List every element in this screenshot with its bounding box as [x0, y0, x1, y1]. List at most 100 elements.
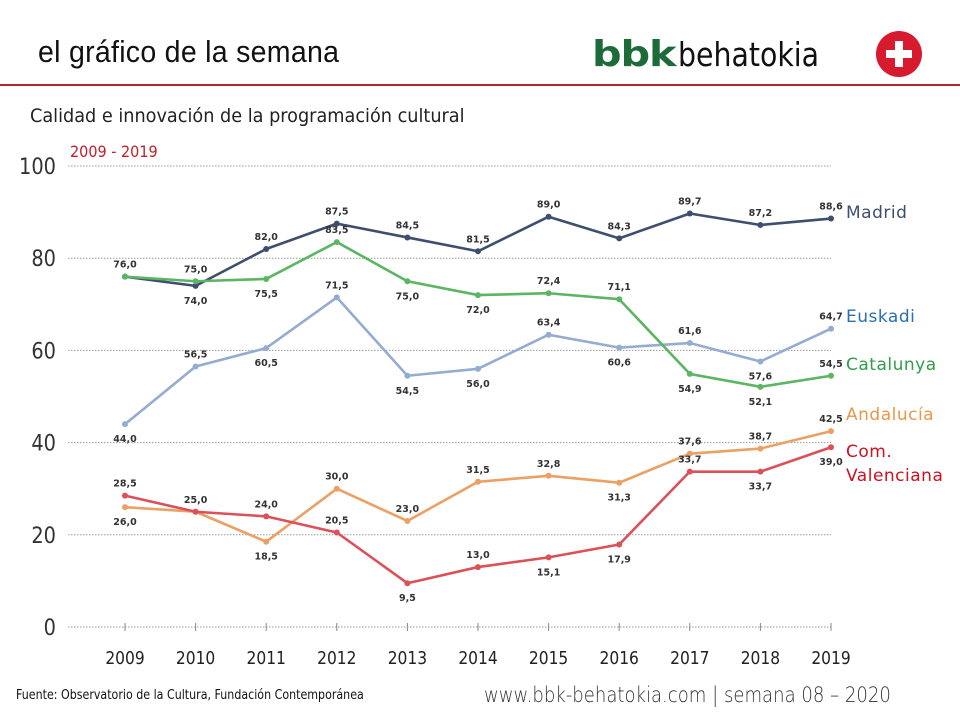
- gridlines: [68, 165, 831, 628]
- data-labels: 76,0 74,0 82,0 87,5 84,5 81,5 89,0 84,3 89,7 87,2…: [113, 196, 843, 604]
- data-point: [757, 468, 764, 475]
- data-point: [828, 372, 834, 379]
- header-divider: [0, 84, 960, 86]
- data-point: [192, 278, 199, 285]
- data-label: 89,0: [537, 200, 561, 211]
- data-label: 54,5: [396, 386, 419, 397]
- data-point: [192, 508, 199, 515]
- data-label: 38,7: [749, 432, 772, 443]
- chart-subtitle: 2009 - 2019: [70, 142, 158, 161]
- data-point: [404, 580, 411, 587]
- x-tick-label: 2011: [247, 647, 286, 668]
- data-point: [122, 273, 128, 280]
- data-point: [757, 383, 764, 390]
- legend-label: Catalunya: [846, 355, 937, 375]
- data-label: 71,1: [607, 282, 630, 293]
- data-point: [263, 275, 270, 282]
- data-point: [404, 278, 411, 285]
- data-point: [475, 365, 481, 372]
- data-point: [545, 554, 552, 561]
- y-tick-label: 100: [19, 154, 56, 179]
- data-label: 61,6: [678, 326, 702, 337]
- data-point: [122, 421, 128, 428]
- logo-name: behatokia: [678, 34, 820, 74]
- y-tick-label: 80: [31, 246, 56, 271]
- data-label: 71,5: [325, 280, 348, 291]
- data-label: 17,9: [607, 554, 630, 565]
- page-title: el gráfico de la semana: [38, 34, 340, 69]
- data-label: 76,0: [113, 260, 137, 271]
- data-label: 63,4: [537, 318, 561, 329]
- x-tick-label: 2018: [741, 647, 780, 668]
- data-point: [404, 517, 411, 524]
- data-label: 9,5: [399, 593, 416, 604]
- data-point: [686, 468, 693, 475]
- legend-label: Madrid: [846, 203, 907, 223]
- data-label: 75,0: [184, 264, 208, 275]
- data-label: 75,0: [396, 291, 420, 302]
- data-point: [192, 282, 199, 289]
- data-point: [616, 235, 623, 242]
- data-point: [333, 294, 340, 301]
- data-label: 24,0: [254, 499, 278, 510]
- data-label: 57,6: [749, 371, 773, 382]
- x-tick-label: 2015: [529, 647, 568, 668]
- data-label: 28,5: [113, 479, 136, 490]
- data-point: [333, 220, 340, 227]
- x-tick-label: 2013: [388, 647, 427, 668]
- plus-circle-icon: [876, 31, 922, 77]
- data-point: [686, 450, 693, 457]
- legend-label: Com.: [846, 442, 892, 462]
- data-label: 31,3: [607, 493, 630, 504]
- data-point: [263, 513, 270, 520]
- data-label: 25,0: [184, 495, 208, 506]
- data-label: 64,7: [819, 312, 842, 323]
- data-point: [192, 363, 199, 370]
- data-label: 42,5: [819, 414, 842, 425]
- x-axis: 2009 2010 2011 2012 2013 2014 2015 2016 2017 2018…: [105, 623, 851, 668]
- data-label: 60,5: [254, 358, 277, 369]
- y-tick-label: 20: [31, 523, 56, 548]
- data-label: 32,8: [537, 459, 561, 470]
- data-label: 72,0: [466, 305, 490, 316]
- legend-label: Valenciana: [846, 466, 943, 486]
- data-point: [475, 478, 481, 485]
- footer-url[interactable]: www.bbk-behatokia.com | semana 08 – 2020: [484, 683, 891, 707]
- chart-title: Calidad e innovación de la programación …: [30, 105, 465, 127]
- x-tick-label: 2017: [670, 647, 709, 668]
- data-label: 31,5: [466, 465, 489, 476]
- data-point: [686, 370, 693, 377]
- bbk-behatokia-logo[interactable]: bbk behatokia: [592, 30, 922, 78]
- data-point: [616, 541, 623, 548]
- data-label: 39,0: [819, 457, 843, 468]
- data-point: [828, 444, 834, 451]
- x-tick-label: 2014: [458, 647, 497, 668]
- data-label: 88,6: [819, 202, 843, 213]
- data-point: [757, 445, 764, 452]
- legend-label: Andalucía: [846, 405, 934, 425]
- y-tick-label: 0: [44, 615, 56, 640]
- data-point: [404, 372, 411, 379]
- data-point: [122, 492, 128, 499]
- data-point: [616, 479, 623, 486]
- data-point: [616, 296, 623, 303]
- y-axis: 0 20 40 60 80 100: [19, 154, 56, 640]
- data-point: [828, 428, 834, 435]
- x-tick-label: 2009: [105, 647, 144, 668]
- y-tick-label: 60: [31, 338, 56, 363]
- x-tick-label: 2012: [317, 647, 356, 668]
- data-label: 60,6: [607, 358, 631, 369]
- data-point: [545, 213, 552, 220]
- data-point: [475, 248, 481, 255]
- data-label: 81,5: [466, 234, 489, 245]
- legend: Madrid Euskadi Catalunya Andalucía Com. Valen…: [846, 203, 943, 486]
- data-label: 75,5: [254, 289, 277, 300]
- legend-label: Euskadi: [846, 307, 915, 327]
- data-label: 33,7: [749, 482, 772, 493]
- data-label: 18,5: [254, 552, 277, 563]
- data-label: 74,0: [184, 296, 208, 307]
- series-lines: [122, 210, 834, 587]
- data-label: 23,0: [396, 504, 420, 515]
- x-tick-label: 2016: [600, 647, 639, 668]
